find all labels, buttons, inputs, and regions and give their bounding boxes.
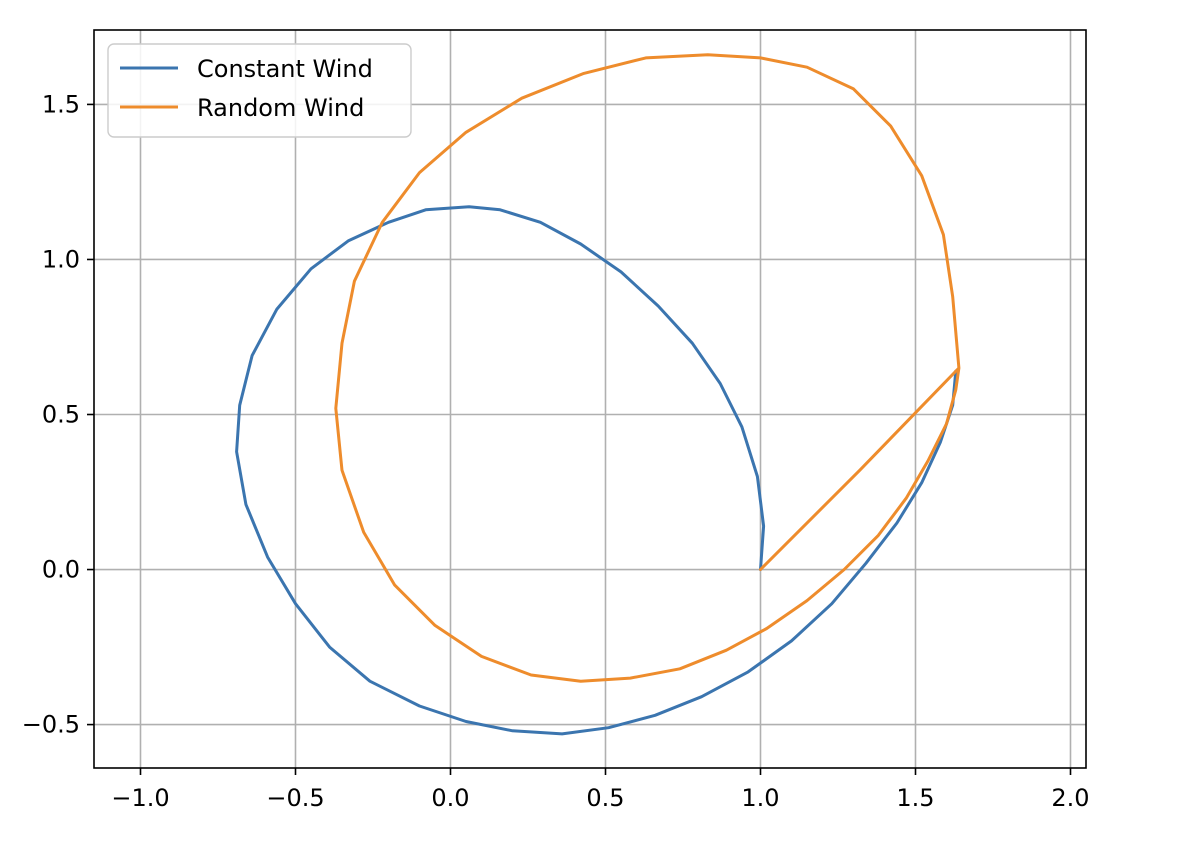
series-line-random-wind [334, 53, 961, 683]
axis-ticks: −1.0 −0.5 0.0 0.5 1.0 1.5 2.0 −0.5 0.0 0.5 1.0 1.5 [22, 90, 1090, 812]
series-line-constant-wind [235, 205, 958, 736]
legend-label-constant-wind: Constant Wind [197, 55, 373, 83]
legend: Constant Wind Random Wind [107, 43, 412, 138]
y-tick-label: −0.5 [22, 711, 80, 739]
x-tick-label: −1.0 [111, 784, 169, 812]
y-tick-label: 0.5 [42, 401, 80, 429]
y-tick-label: 0.0 [42, 556, 80, 584]
x-tick-label: −0.5 [266, 784, 324, 812]
axes-frame [93, 29, 1087, 769]
y-tick-label: 1.0 [42, 245, 80, 273]
legend-label-random-wind: Random Wind [197, 94, 364, 122]
x-tick-label: 2.0 [1051, 784, 1089, 812]
x-tick-label: 1.5 [896, 784, 934, 812]
legend-box [107, 43, 412, 138]
grid [94, 30, 1086, 768]
x-tick-label: 0.5 [586, 784, 624, 812]
y-tick-label: 1.5 [42, 90, 80, 118]
series-lines [235, 53, 961, 736]
x-tick-label: 1.0 [741, 784, 779, 812]
x-tick-label: 0.0 [431, 784, 469, 812]
